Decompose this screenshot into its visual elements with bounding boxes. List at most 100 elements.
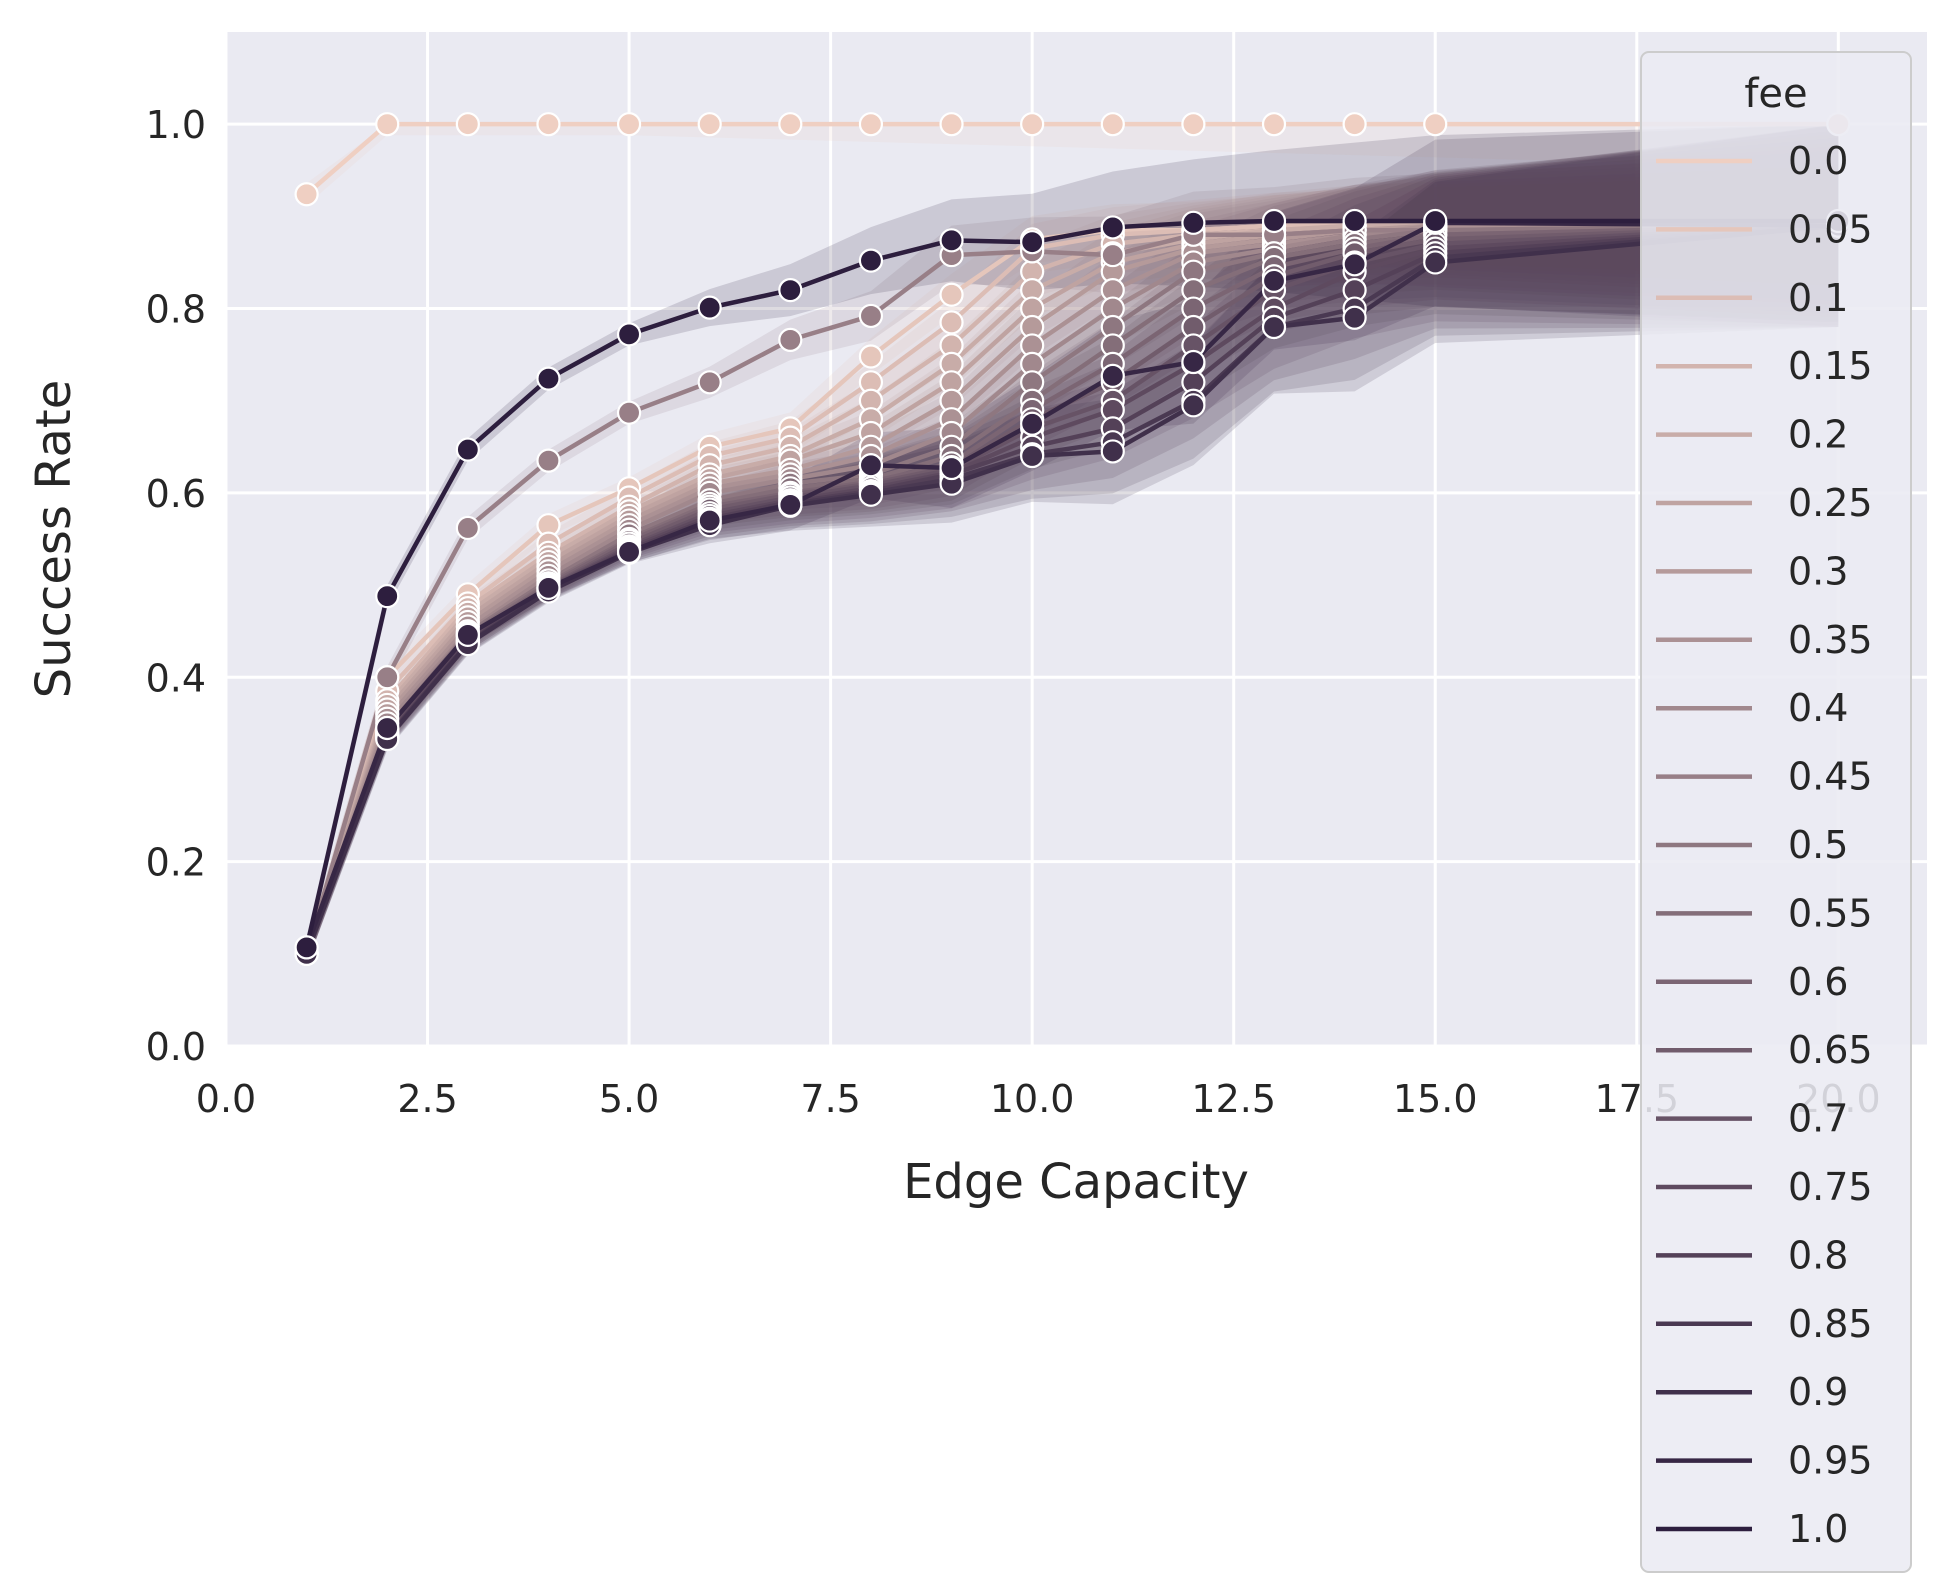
series-line bbox=[304, 223, 1839, 955]
legend-entry-label: 0.25 bbox=[1788, 481, 1873, 525]
data-point bbox=[1342, 305, 1367, 330]
series-line bbox=[305, 121, 1839, 196]
data-point bbox=[858, 482, 884, 507]
data-point bbox=[536, 575, 561, 600]
data-point bbox=[1020, 411, 1045, 436]
data-point bbox=[697, 370, 722, 395]
data-point bbox=[1342, 208, 1367, 234]
legend-entry-label: 0.75 bbox=[1788, 1165, 1873, 1209]
data-point bbox=[1261, 314, 1287, 340]
y-tick-label: 1.0 bbox=[146, 103, 206, 147]
data-point bbox=[1020, 443, 1045, 469]
legend-entry-label: 0.35 bbox=[1788, 618, 1873, 662]
data-point bbox=[1100, 112, 1125, 137]
data-point bbox=[778, 112, 803, 137]
data-point bbox=[1261, 268, 1287, 293]
data-point bbox=[1181, 210, 1206, 235]
data-point bbox=[616, 112, 642, 137]
data-point bbox=[616, 539, 642, 565]
x-tick-label: 10.0 bbox=[990, 1077, 1075, 1121]
data-point bbox=[536, 112, 561, 137]
data-point bbox=[697, 295, 722, 320]
confidence-band bbox=[306, 124, 1839, 965]
data-point bbox=[939, 455, 964, 481]
data-point bbox=[1261, 208, 1287, 234]
data-point bbox=[778, 278, 803, 303]
legend-entry-label: 0.85 bbox=[1788, 1302, 1873, 1346]
data-point bbox=[1342, 252, 1367, 277]
y-tick-label: 0.2 bbox=[146, 841, 206, 885]
data-point bbox=[939, 282, 964, 307]
legend-title: fee bbox=[1744, 71, 1807, 117]
series-line bbox=[304, 218, 1839, 948]
data-point bbox=[858, 344, 884, 369]
y-axis-label: Success Rate bbox=[26, 380, 82, 699]
data-point bbox=[294, 182, 319, 207]
data-point bbox=[1423, 112, 1448, 137]
legend-entry-label: 0.95 bbox=[1788, 1439, 1873, 1483]
y-tick-label: 0.8 bbox=[146, 288, 206, 332]
confidence-band bbox=[306, 124, 1839, 965]
data-point bbox=[455, 112, 480, 137]
legend-entry-label: 0.45 bbox=[1788, 755, 1873, 799]
data-point bbox=[1020, 112, 1045, 137]
x-tick-label: 7.5 bbox=[800, 1077, 860, 1121]
data-point bbox=[375, 715, 400, 741]
legend: fee 0.00.050.10.150.20.250.30.350.40.450… bbox=[1640, 51, 1912, 1573]
series-line bbox=[304, 223, 1839, 955]
legend-entry-label: 0.65 bbox=[1788, 1028, 1873, 1072]
x-tick-label: 5.0 bbox=[599, 1077, 659, 1121]
legend-box bbox=[1640, 51, 1912, 1573]
data-point bbox=[375, 584, 400, 609]
data-point bbox=[697, 508, 722, 533]
legend-entry-label: 0.1 bbox=[1788, 276, 1848, 320]
data-point bbox=[616, 322, 642, 347]
data-point bbox=[536, 448, 561, 473]
series-line bbox=[304, 223, 1839, 955]
confidence-band bbox=[306, 124, 1839, 206]
legend-entry-label: 0.15 bbox=[1788, 344, 1873, 388]
x-tick-label: 2.5 bbox=[397, 1077, 457, 1121]
legend-items: 0.0 0.05 0.1 0.15 0.2 0.25 0.3 0.35 0.4 0.45 0.5 0.… bbox=[1656, 139, 1873, 1551]
data-point bbox=[858, 303, 884, 329]
data-point bbox=[1181, 393, 1206, 418]
legend-entry-label: 0.05 bbox=[1788, 207, 1873, 251]
legend-entry-label: 0.7 bbox=[1788, 1097, 1848, 1141]
data-point bbox=[1100, 242, 1125, 268]
x-tick-label: 15.0 bbox=[1393, 1077, 1478, 1121]
series-lines bbox=[304, 121, 1839, 955]
data-point bbox=[294, 935, 319, 960]
data-point bbox=[1181, 112, 1206, 137]
data-point bbox=[616, 400, 642, 425]
y-tick-label: 0.6 bbox=[146, 472, 206, 516]
legend-entry-label: 0.9 bbox=[1788, 1370, 1848, 1414]
data-point bbox=[939, 228, 964, 253]
y-tick-labels: 0.0 0.2 0.4 0.6 0.8 1.0 bbox=[146, 103, 206, 1069]
series-markers bbox=[294, 112, 1851, 966]
data-point bbox=[375, 665, 400, 690]
series-line bbox=[304, 223, 1839, 955]
data-point bbox=[697, 112, 722, 137]
legend-entry-label: 0.55 bbox=[1788, 891, 1873, 935]
data-point bbox=[1100, 215, 1125, 240]
data-point bbox=[1020, 230, 1045, 255]
x-axis-label: Edge Capacity bbox=[903, 1154, 1249, 1210]
data-point bbox=[858, 112, 884, 137]
legend-entry-label: 0.0 bbox=[1788, 139, 1848, 183]
data-point bbox=[778, 492, 803, 517]
x-tick-label: 12.5 bbox=[1191, 1077, 1276, 1121]
data-point bbox=[1100, 363, 1125, 388]
data-point bbox=[778, 327, 803, 352]
data-point bbox=[1261, 112, 1287, 137]
data-point bbox=[858, 453, 884, 478]
legend-entry-label: 1.0 bbox=[1788, 1507, 1848, 1551]
legend-entry-label: 0.6 bbox=[1788, 960, 1848, 1004]
data-point bbox=[455, 515, 480, 541]
x-tick-label: 0.0 bbox=[196, 1077, 256, 1121]
legend-entry-label: 0.8 bbox=[1788, 1233, 1848, 1277]
y-tick-label: 0.4 bbox=[146, 656, 206, 700]
series-line bbox=[304, 223, 1839, 955]
data-point bbox=[1423, 208, 1448, 234]
data-point bbox=[1100, 439, 1125, 464]
